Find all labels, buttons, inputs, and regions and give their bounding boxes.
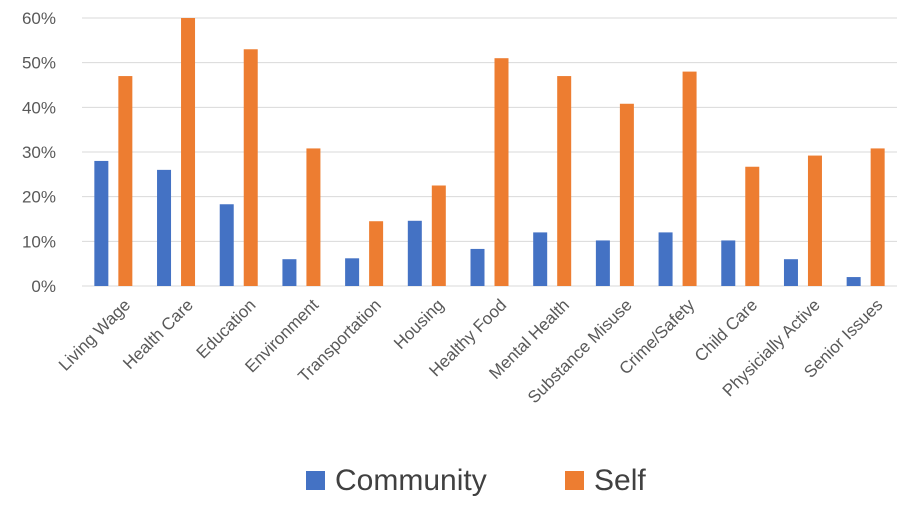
bar-community-6 <box>470 248 485 286</box>
bar-self-1 <box>181 18 196 286</box>
legend-label-community: Community <box>335 464 487 497</box>
bar-community-12 <box>846 277 861 286</box>
legend-swatch-self <box>565 471 584 490</box>
gridlines <box>82 17 897 287</box>
legend: Community Self <box>306 464 646 497</box>
bar-self-3 <box>306 148 321 286</box>
bar-community-7 <box>533 232 548 286</box>
y-tick-label: 60% <box>22 9 56 28</box>
bar-community-0 <box>94 160 109 286</box>
bar-self-9 <box>682 71 697 286</box>
bar-self-10 <box>745 166 760 286</box>
bar-community-2 <box>219 204 234 286</box>
y-tick-label: 20% <box>22 188 56 207</box>
x-category-label: Housing <box>390 295 448 353</box>
legend-swatch-community <box>306 471 325 490</box>
y-tick-label: 40% <box>22 98 56 117</box>
bar-community-10 <box>721 240 736 286</box>
bar-self-11 <box>807 155 822 286</box>
bar-community-1 <box>157 169 172 286</box>
bar-self-5 <box>431 185 446 286</box>
y-tick-label: 0% <box>31 277 56 296</box>
bar-self-0 <box>118 76 133 286</box>
bar-self-4 <box>369 221 384 286</box>
y-axis-tick-labels: 0% 10% 20% 30% 40% 50% 60% <box>22 9 56 296</box>
x-category-label: Substance Misuse <box>524 295 636 407</box>
bar-self-7 <box>557 76 572 286</box>
bar-community-4 <box>345 258 360 286</box>
bar-self-8 <box>619 103 634 286</box>
x-category-label: Education <box>193 295 260 362</box>
bar-community-11 <box>783 259 798 286</box>
y-tick-label: 30% <box>22 143 56 162</box>
bar-self-2 <box>243 49 258 287</box>
bar-community-5 <box>407 220 422 286</box>
y-tick-label: 50% <box>22 54 56 73</box>
bar-self-12 <box>870 148 885 286</box>
bars <box>94 18 885 287</box>
y-tick-label: 10% <box>22 232 56 251</box>
bar-community-9 <box>658 232 673 286</box>
legend-label-self: Self <box>594 464 646 497</box>
bar-community-8 <box>595 240 610 286</box>
bar-community-3 <box>282 259 297 286</box>
bar-self-6 <box>494 58 509 287</box>
